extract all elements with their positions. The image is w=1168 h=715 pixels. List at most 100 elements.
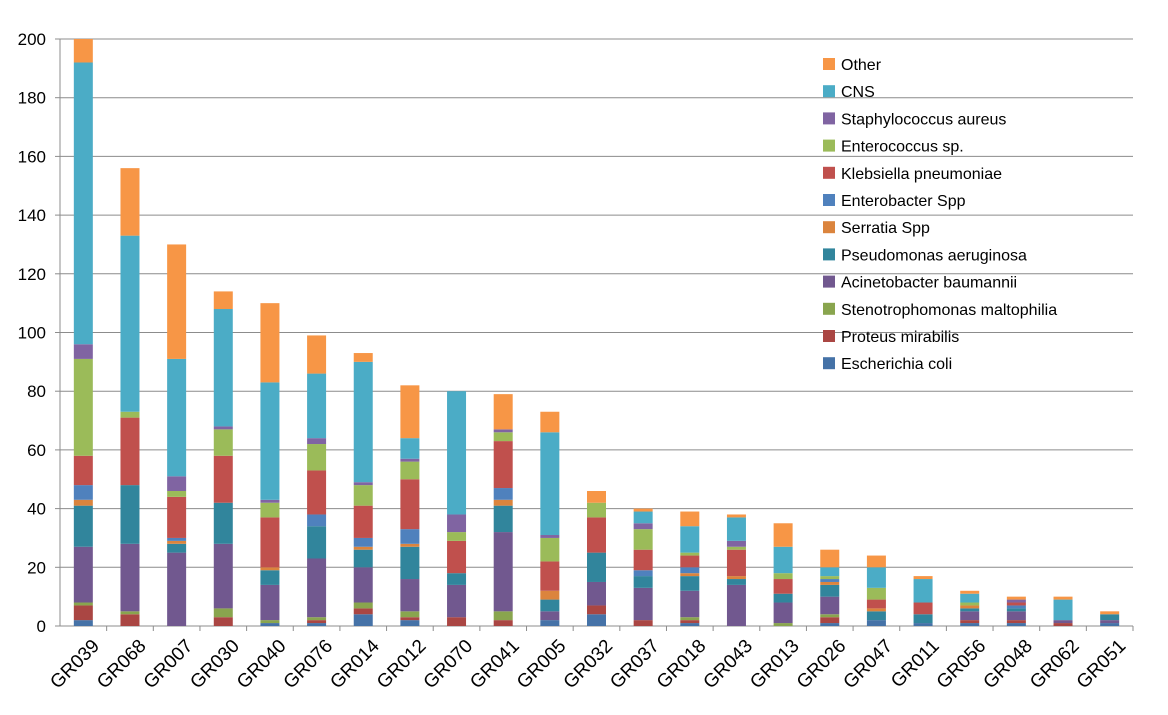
- y-tick-label: 140: [18, 206, 46, 225]
- bar-segment-GR012-escherichia-coli: [400, 620, 420, 626]
- bar-segment-GR007-pseudomonas-aeruginosa: [167, 543, 187, 553]
- bar-segment-GR043-other: [726, 514, 746, 518]
- x-tick-label: GR076: [280, 636, 337, 693]
- bar-segment-GR032-enterococcus-sp-: [587, 502, 606, 518]
- bar-segment-GR026-enterobacter-spp: [820, 579, 840, 582]
- bar-segment-GR037-proteus-mirabilis: [633, 620, 653, 626]
- bar-segment-GR037-other: [633, 508, 653, 512]
- y-tick-label: 40: [27, 500, 46, 519]
- bar-segment-GR070-proteus-mirabilis: [447, 617, 467, 626]
- legend-label: Enterococcus sp.: [841, 139, 964, 156]
- bar-segment-GR018-proteus-mirabilis: [680, 620, 700, 624]
- bar-segment-GR043-staphylococcus-aureus: [726, 540, 746, 547]
- bar-segment-GR039-cns: [73, 62, 93, 345]
- bar-segment-GR037-staphylococcus-aureus: [633, 523, 653, 530]
- legend-swatch: [823, 139, 835, 152]
- bar-segment-GR070-enterococcus-sp-: [447, 532, 467, 541]
- bar-segment-GR056-serratia-spp: [960, 605, 980, 609]
- legend-label: Acinetobacter baumannii: [841, 275, 1017, 292]
- legend-swatch: [823, 85, 835, 98]
- bar-segment-GR076-pseudomonas-aeruginosa: [307, 526, 327, 559]
- x-tick-label: GR062: [1026, 636, 1083, 693]
- bar-segment-GR041-proteus-mirabilis: [493, 620, 513, 626]
- bar-segment-GR068-other: [120, 168, 140, 236]
- legend-swatch: [823, 357, 835, 370]
- bar-segment-GR032-acinetobacter-baumannii: [587, 581, 606, 606]
- bar-segment-GR026-proteus-mirabilis: [820, 617, 840, 624]
- x-tick-label: GR018: [653, 636, 710, 693]
- y-tick-label: 80: [27, 382, 46, 401]
- bar-segment-GR037-pseudomonas-aeruginosa: [633, 576, 653, 588]
- bar-segment-GR013-other: [773, 523, 793, 547]
- bar-segment-GR007-serratia-spp: [167, 540, 187, 544]
- bar-segment-GR014-other: [353, 353, 373, 362]
- bar-segment-GR030-enterococcus-sp-: [213, 429, 233, 456]
- bar-segment-GR030-stenotrophomonas-maltophilia: [213, 608, 233, 618]
- bar-segment-GR068-enterococcus-sp-: [120, 411, 140, 418]
- bar-segment-GR012-enterobacter-spp: [400, 529, 420, 544]
- bar-segment-GR026-other: [820, 549, 840, 568]
- bar-segment-GR007-other: [167, 244, 187, 359]
- bar-segment-GR040-staphylococcus-aureus: [260, 499, 280, 503]
- bar-segment-GR040-pseudomonas-aeruginosa: [260, 570, 280, 585]
- y-tick-label: 0: [37, 617, 46, 636]
- bar-segment-GR005-serratia-spp: [540, 590, 560, 600]
- bar-segment-GR056-enterococcus-sp-: [960, 602, 980, 606]
- bar-segment-GR030-klebsiella-pneumoniae: [213, 455, 233, 503]
- y-tick-labels: 0 20 40 60 80 100 120 140 160 180 200: [18, 30, 46, 636]
- bar-segment-GR076-staphylococcus-aureus: [307, 438, 327, 445]
- x-tick-label: GR056: [933, 636, 990, 693]
- bar-segment-GR076-stenotrophomonas-maltophilia: [307, 617, 327, 621]
- bar-segment-GR013-pseudomonas-aeruginosa: [773, 593, 793, 603]
- bar-segment-GR026-enterococcus-sp-: [820, 576, 840, 580]
- legend-label: Enterobacter Spp: [841, 193, 966, 210]
- legend-swatch: [823, 275, 835, 288]
- bar-segment-GR041-stenotrophomonas-maltophilia: [493, 611, 513, 621]
- bar-segment-GR039-stenotrophomonas-maltophilia: [73, 602, 93, 606]
- bar-segment-GR040-acinetobacter-baumannii: [260, 584, 280, 621]
- legend-label: Pseudomonas aeruginosa: [841, 247, 1027, 264]
- x-tick-label: GR005: [513, 636, 570, 693]
- bar-segment-GR014-pseudomonas-aeruginosa: [353, 549, 373, 568]
- bar-segment-GR014-cns: [353, 361, 373, 483]
- bar-segment-GR076-escherichia-coli: [307, 623, 327, 626]
- y-tick-label: 180: [18, 89, 46, 108]
- bar-segment-GR068-stenotrophomonas-maltophilia: [120, 611, 140, 615]
- x-tick-label: GR013: [746, 636, 803, 693]
- legend-label: Serratia Spp: [841, 220, 930, 237]
- bar-segment-GR013-acinetobacter-baumannii: [773, 602, 793, 624]
- bar-segment-GR076-proteus-mirabilis: [307, 620, 327, 624]
- bar-segment-GR007-enterococcus-sp-: [167, 490, 187, 497]
- legend-swatch: [823, 248, 835, 261]
- bar-segment-GR026-pseudomonas-aeruginosa: [820, 584, 840, 597]
- bar-segment-GR039-staphylococcus-aureus: [73, 344, 93, 359]
- bar-segment-GR014-enterobacter-spp: [353, 537, 373, 547]
- legend-swatch: [823, 330, 835, 342]
- bar-segment-GR047-pseudomonas-aeruginosa: [866, 611, 886, 621]
- bar-segment-GR018-stenotrophomonas-maltophilia: [680, 617, 700, 621]
- x-tick-label: GR047: [840, 636, 897, 693]
- bar-segment-GR030-acinetobacter-baumannii: [213, 543, 233, 609]
- bar-segment-GR041-enterobacter-spp: [493, 488, 513, 500]
- bar-segment-GR005-cns: [540, 432, 560, 536]
- bar-segment-GR005-acinetobacter-baumannii: [540, 611, 560, 621]
- bar-segment-GR041-staphylococcus-aureus: [493, 429, 513, 433]
- legend-label: Other: [841, 57, 882, 74]
- bar-segment-GR005-enterococcus-sp-: [540, 537, 560, 562]
- bar-segment-GR070-pseudomonas-aeruginosa: [447, 573, 467, 585]
- x-tick-label: GR037: [606, 636, 663, 693]
- bar-segment-GR030-pseudomonas-aeruginosa: [213, 502, 233, 544]
- x-tick-label: GR070: [420, 636, 477, 693]
- bar-segment-GR026-acinetobacter-baumannii: [820, 596, 840, 615]
- bar-segment-GR032-escherichia-coli: [587, 614, 606, 626]
- bar-segment-GR013-cns: [773, 546, 793, 574]
- bar-segment-GR043-pseudomonas-aeruginosa: [726, 579, 746, 585]
- bar-segment-GR051-other: [1100, 611, 1120, 615]
- x-tick-label: GR048: [980, 636, 1037, 693]
- legend-swatch: [823, 58, 835, 70]
- y-tick-label: 200: [18, 30, 46, 49]
- bar-segment-GR039-klebsiella-pneumoniae: [73, 455, 93, 486]
- x-tick-label: GR040: [233, 636, 290, 693]
- legend-swatch: [823, 302, 835, 315]
- bar-segment-GR062-other: [1053, 596, 1073, 600]
